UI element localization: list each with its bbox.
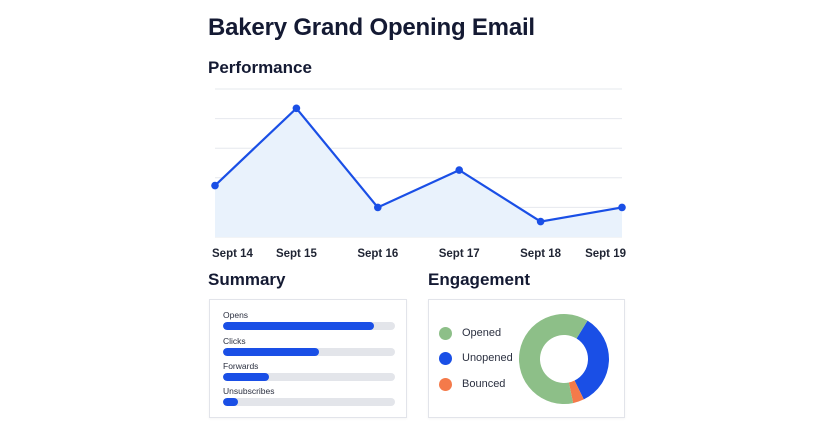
legend-item-opened: Opened — [439, 325, 501, 341]
summary-heading: Summary — [208, 270, 286, 289]
summary-bar-track — [223, 348, 395, 356]
legend-label: Opened — [462, 327, 502, 339]
bounced-dot-icon — [439, 377, 452, 391]
donut-slice-unopened — [574, 320, 609, 400]
forwards-bar — [223, 373, 270, 381]
summary-card: Opens Clicks Forwards Unsubscribes — [209, 299, 407, 418]
chart-line — [214, 106, 623, 223]
data-point — [211, 181, 219, 190]
data-point — [455, 166, 463, 174]
x-tick-label: Sept 19 — [585, 248, 626, 260]
data-point — [536, 217, 545, 226]
opened-dot-icon — [439, 326, 452, 340]
x-tick-label: Sept 16 — [357, 248, 398, 260]
clicks-bar — [223, 348, 320, 356]
summary-row-clicks: Clicks — [223, 336, 395, 356]
x-tick-label: Sept 18 — [520, 248, 562, 260]
performance-chart: Sept 14 Sept 15 Sept 16 Sept 17 Sept 18 Sept … — [211, 88, 626, 260]
legend-label: Bounced — [462, 378, 506, 390]
donut-slice-bounced — [568, 380, 584, 404]
data-point — [292, 104, 301, 113]
summary-row-opens: Opens — [223, 310, 395, 330]
data-point — [618, 203, 626, 212]
unsubscribes-bar — [223, 398, 239, 406]
chart-area-fill — [215, 108, 622, 237]
x-tick-label: Sept 15 — [276, 248, 318, 260]
summary-bar-track — [223, 373, 395, 381]
engagement-donut-chart — [519, 314, 609, 404]
x-tick-label: Sept 14 — [212, 248, 254, 260]
performance-heading: Performance — [208, 58, 312, 77]
donut-slice-opened — [519, 314, 588, 404]
legend-item-unopened: Unopened — [439, 350, 513, 366]
x-tick-label: Sept 17 — [439, 248, 480, 260]
summary-row-forwards: Forwards — [223, 361, 395, 381]
summary-bar-label: Unsubscribes — [223, 386, 275, 396]
summary-bar-track — [223, 322, 395, 330]
summary-bar-label: Forwards — [223, 361, 259, 371]
data-point — [374, 203, 382, 212]
summary-bar-label: Clicks — [223, 336, 246, 346]
legend-item-bounced: Bounced — [439, 376, 505, 392]
engagement-heading: Engagement — [428, 270, 531, 289]
summary-bar-track — [223, 398, 395, 406]
engagement-card: Opened Unopened Bounced — [428, 299, 625, 418]
legend-label: Unopened — [462, 352, 513, 364]
page-title: Bakery Grand Opening Email — [208, 14, 535, 41]
opens-bar — [223, 322, 375, 330]
unopened-dot-icon — [439, 351, 452, 365]
summary-bar-label: Opens — [223, 310, 249, 320]
summary-row-unsubscribes: Unsubscribes — [223, 386, 395, 406]
